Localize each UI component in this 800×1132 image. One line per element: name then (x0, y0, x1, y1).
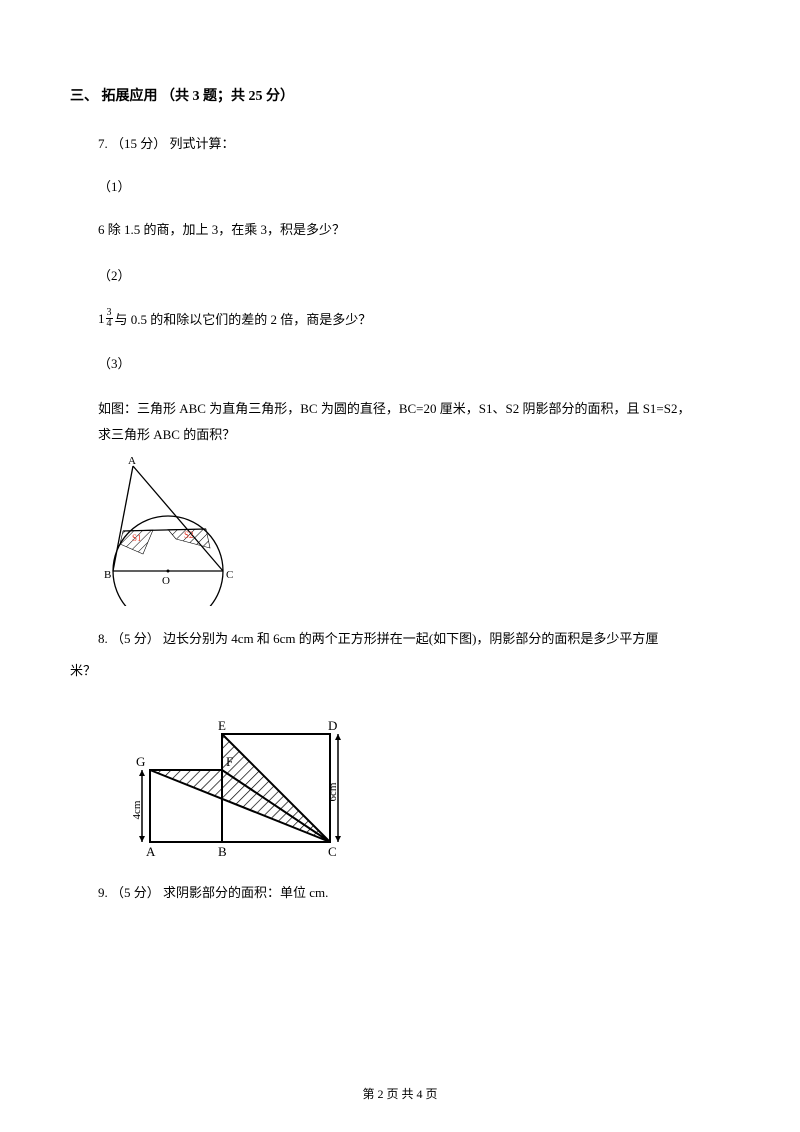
s2-label: S2 (184, 530, 194, 540)
label-D8: D (328, 718, 337, 733)
label-F8: F (226, 754, 233, 769)
q7-p2-rest: 与 0.5 的和除以它们的差的 2 倍，商是多少？ (115, 309, 372, 328)
q7-p1-num: （1） (98, 176, 730, 195)
dim4-arrow-top (139, 770, 145, 776)
shaded-region (150, 734, 330, 842)
fraction: 3 4 (106, 308, 113, 329)
q7-p3-line1: 如图：三角形 ABC 为直角三角形，BC 为圆的直径，BC=20 厘米，S1、S… (98, 401, 691, 416)
dim4-arrow-bot (139, 836, 145, 842)
q9-header: 9. （5 分） 求阴影部分的面积：单位 cm. (98, 882, 730, 901)
q7-p3-body: 如图：三角形 ABC 为直角三角形，BC 为圆的直径，BC=20 厘米，S1、S… (70, 396, 730, 448)
page-footer: 第 2 页 共 4 页 (0, 1085, 800, 1102)
q8-line1: 8. （5 分） 边长分别为 4cm 和 6cm 的两个正方形拼在一起(如下图)… (98, 631, 658, 646)
page: 三、 拓展应用 （共 3 题；共 25 分） 7. （15 分） 列式计算： （… (0, 0, 800, 1132)
mixed-fraction: 1 3 4 (98, 308, 113, 329)
dim6-label: 6cm (327, 782, 339, 801)
q8-line2: 米？ (70, 663, 96, 678)
label-O: O (162, 575, 170, 587)
label-C: C (226, 569, 233, 581)
q7-header: 7. （15 分） 列式计算： (98, 133, 730, 152)
q7-p3-line2: 求三角形 ABC 的面积？ (98, 427, 235, 442)
fraction-denominator: 4 (106, 319, 113, 329)
label-C8: C (328, 844, 337, 859)
q8-svg: 4cm 6cm A B C D E F G (110, 692, 390, 862)
label-B8: B (218, 844, 227, 859)
section-title: 三、 拓展应用 （共 3 题；共 25 分） (70, 85, 730, 105)
s1-label: S1 (132, 533, 142, 543)
q8-body: 8. （5 分） 边长分别为 4cm 和 6cm 的两个正方形拼在一起(如下图)… (70, 626, 730, 652)
dim4-label: 4cm (131, 800, 143, 819)
q7-p1-text: 6 除 1.5 的商，加上 3，在乘 3，积是多少？ (98, 219, 730, 241)
label-E8: E (218, 718, 226, 733)
center-dot (167, 570, 170, 573)
label-A: A (128, 456, 136, 467)
dim6-arrow-bot (335, 836, 341, 842)
q7-p2-line: 1 3 4 与 0.5 的和除以它们的差的 2 倍，商是多少？ (98, 308, 730, 329)
mixed-whole: 1 (98, 311, 105, 327)
ac-line (133, 466, 223, 571)
q8-body2: 米？ (70, 658, 730, 684)
q7-p3-num: （3） (98, 353, 730, 372)
dim6-arrow-top (335, 734, 341, 740)
q7-svg: S1 S2 A B C O (98, 456, 258, 606)
question-9: 9. （5 分） 求阴影部分的面积：单位 cm. (70, 882, 730, 901)
q7-figure: S1 S2 A B C O (98, 456, 730, 606)
label-B: B (104, 569, 111, 581)
q7-p2-num: （2） (98, 265, 730, 284)
label-G8: G (136, 754, 145, 769)
question-7: 7. （15 分） 列式计算： （1） 6 除 1.5 的商，加上 3，在乘 3… (70, 133, 730, 372)
q8-figure: 4cm 6cm A B C D E F G (110, 692, 730, 862)
label-A8: A (146, 844, 156, 859)
